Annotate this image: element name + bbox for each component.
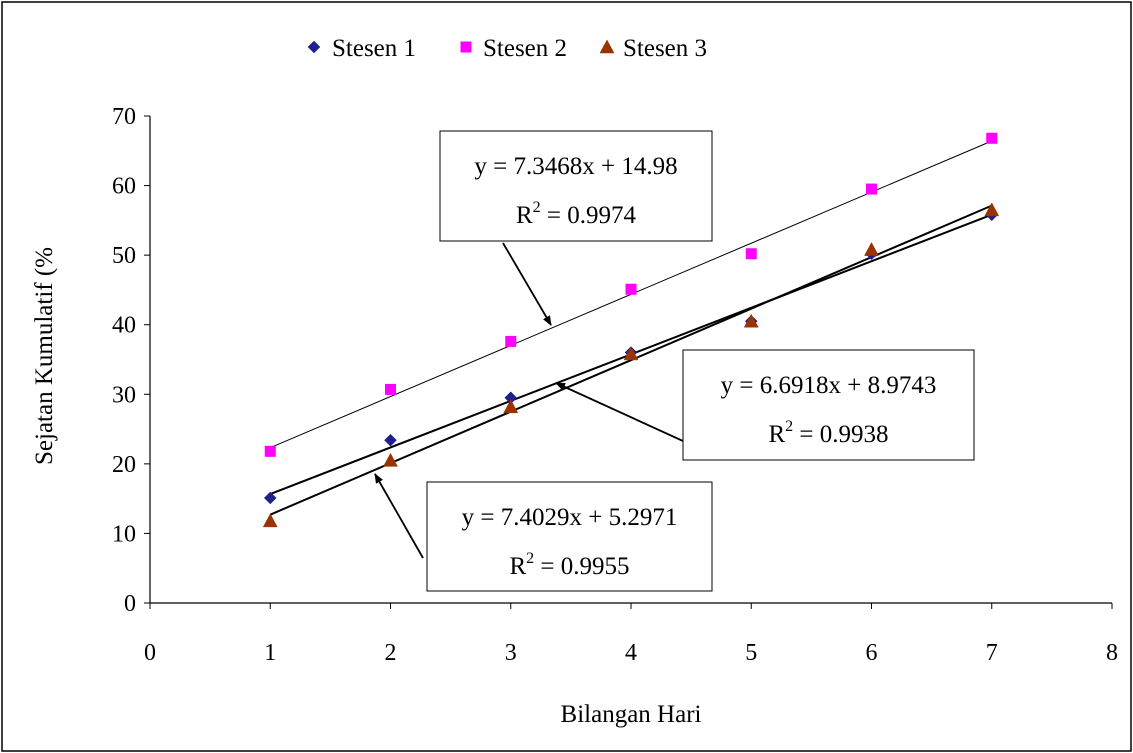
- legend-marker: [307, 40, 321, 54]
- r-symbol: R: [768, 421, 785, 448]
- r-squared-value: = 0.9955: [534, 553, 629, 580]
- data-point: [505, 335, 517, 347]
- data-point: [385, 383, 396, 395]
- r-symbol: R: [516, 202, 533, 229]
- y-tick-label: 30: [112, 382, 136, 408]
- x-tick-label: 1: [264, 640, 276, 666]
- data-point: [743, 313, 759, 328]
- axes: 0 10 20 30 40 50 60 70 0 1 2 3 4 5 6 7 8: [112, 104, 1118, 666]
- y-tick-label: 20: [112, 452, 136, 478]
- data-point: [263, 491, 277, 505]
- x-axis-title: Bilangan Hari: [561, 701, 702, 728]
- legend-label: Stesen 1: [332, 35, 416, 62]
- legend-label: Stesen 2: [483, 35, 567, 62]
- trendline-equation: y = 7.4029x + 5.2971: [462, 504, 678, 531]
- data-point: [986, 132, 998, 144]
- r-superscript: 2: [533, 199, 541, 216]
- data-point: [984, 202, 1000, 217]
- r-superscript: 2: [785, 418, 793, 435]
- data-point: [623, 346, 639, 361]
- x-tick-label: 5: [745, 640, 757, 666]
- legend-label: Stesen 3: [623, 35, 707, 62]
- legend-marker: [599, 39, 615, 54]
- y-tick-label: 70: [112, 104, 136, 130]
- r-squared-value: = 0.9938: [793, 421, 888, 448]
- data-point: [262, 513, 278, 528]
- x-tick-label: 8: [1106, 640, 1118, 666]
- x-tick-label: 4: [625, 640, 637, 666]
- data-point: [866, 183, 877, 195]
- annotation-box: [439, 130, 713, 242]
- data-point: [264, 445, 276, 457]
- y-axis-title: Sejatan Kumulatif (%: [31, 247, 58, 465]
- data-point: [383, 452, 398, 467]
- annotation-box: [682, 349, 975, 461]
- trendline-equation: y = 6.6918x + 8.9743: [721, 372, 937, 399]
- r-squared-label: R2 = 0.9974: [516, 199, 637, 229]
- r-squared-value: = 0.9974: [541, 202, 637, 229]
- x-tick-label: 6: [866, 640, 878, 666]
- r-superscript: 2: [526, 550, 534, 567]
- x-tick-label: 2: [385, 640, 397, 666]
- annotation-arrow: [555, 382, 684, 442]
- r-symbol: R: [509, 553, 526, 580]
- y-tick-label: 10: [112, 521, 136, 547]
- x-tick-label: 3: [505, 640, 517, 666]
- data-point: [745, 248, 757, 260]
- y-tick-label: 60: [112, 174, 136, 200]
- data-points: [262, 132, 1000, 528]
- x-tick-label: 7: [986, 640, 998, 666]
- data-point: [384, 433, 397, 447]
- data-point: [503, 399, 519, 414]
- annotation-arrow: [374, 473, 424, 559]
- legend-marker: [460, 41, 472, 53]
- annotation-arrow: [502, 242, 552, 326]
- x-tick-label: 0: [144, 640, 156, 666]
- trendline-equation: y = 7.3468x + 14.98: [474, 153, 677, 180]
- y-tick-label: 50: [112, 243, 136, 269]
- data-point: [625, 283, 637, 295]
- y-tick-label: 40: [112, 313, 136, 339]
- r-squared-label: R2 = 0.9955: [509, 550, 629, 580]
- y-tick-label: 0: [124, 591, 136, 617]
- r-squared-label: R2 = 0.9938: [768, 418, 888, 448]
- data-point: [864, 242, 879, 256]
- annotation-box: [426, 481, 713, 592]
- legend: Stesen 1 Stesen 2 Stesen 3: [307, 35, 707, 62]
